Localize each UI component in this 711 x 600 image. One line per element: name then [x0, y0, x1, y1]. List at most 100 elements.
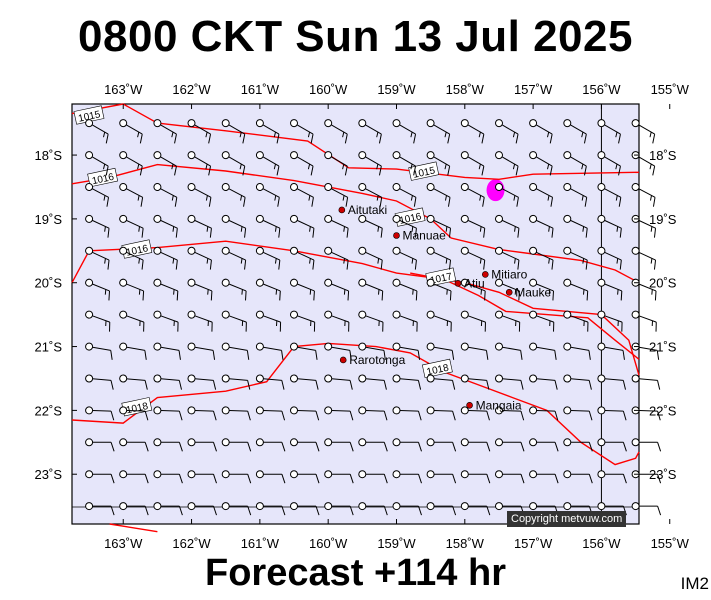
- wind-barb: [290, 183, 314, 207]
- barb-half-flag: [343, 226, 346, 232]
- barb-half-flag: [479, 258, 482, 264]
- wind-barb: [358, 502, 388, 516]
- barb-flag: [452, 380, 456, 390]
- wind-barb: [187, 278, 213, 301]
- barb-station: [529, 470, 538, 479]
- barb-half-flag: [548, 226, 550, 232]
- barb-flag: [245, 290, 247, 301]
- barb-staff: [535, 124, 553, 135]
- barb-station: [358, 438, 367, 447]
- barb-staff: [638, 124, 655, 135]
- barb-staff: [126, 283, 144, 292]
- barb-staff: [296, 188, 314, 198]
- barb-half-flag: [307, 163, 311, 170]
- barb-flag: [517, 260, 520, 270]
- wind-barb: [529, 310, 555, 332]
- barb-station: [460, 502, 469, 511]
- wind-barb: [597, 151, 621, 176]
- barb-staff: [228, 124, 246, 135]
- barb-half-flag: [650, 258, 653, 264]
- barb-flag: [315, 442, 320, 452]
- wind-barb: [358, 151, 382, 176]
- wind-barb: [221, 246, 247, 270]
- barb-flag: [588, 411, 593, 421]
- barb-flag: [174, 165, 177, 176]
- wind-barb: [597, 438, 627, 452]
- barb-station: [495, 470, 503, 479]
- barb-flag: [515, 165, 519, 176]
- barb-station: [221, 470, 230, 479]
- barb-staff: [229, 410, 248, 412]
- barb-staff: [638, 346, 658, 351]
- barb-half-flag: [548, 258, 550, 264]
- wind-barb: [187, 502, 217, 516]
- barb-flag: [281, 380, 285, 390]
- lat-label-left: 22˚S: [35, 403, 63, 418]
- barb-flag: [657, 380, 661, 390]
- barb-flag: [213, 411, 217, 421]
- barb-staff: [502, 346, 521, 351]
- barb-staff: [570, 283, 588, 292]
- barb-half-flag: [650, 226, 653, 232]
- barb-station: [529, 246, 538, 255]
- barb-station: [495, 310, 503, 319]
- wind-barb: [290, 310, 316, 332]
- barb-station: [529, 374, 538, 383]
- barb-half-flag: [172, 258, 175, 264]
- wind-barb: [255, 214, 281, 238]
- barb-station: [290, 438, 298, 447]
- barb-flag: [212, 350, 216, 360]
- barb-flag: [344, 133, 348, 144]
- wind-barb: [563, 246, 588, 270]
- barb-flag: [622, 442, 627, 452]
- barb-flag: [281, 411, 286, 421]
- barb-flag: [482, 197, 485, 207]
- barb-station: [153, 342, 162, 351]
- barb-station: [119, 278, 128, 287]
- wind-barb: [392, 470, 422, 484]
- barb-station: [255, 374, 264, 383]
- barb-staff: [604, 156, 621, 167]
- barb-station: [563, 278, 572, 287]
- isobar-label-text: 1015: [77, 109, 101, 124]
- forecast-label: Forecast +114 hr: [204, 552, 506, 594]
- barb-staff: [502, 378, 521, 381]
- wind-barb: [187, 374, 217, 390]
- barb-station: [529, 406, 538, 415]
- wind-barb: [324, 214, 349, 238]
- barb-half-flag: [103, 163, 106, 170]
- barb-station: [495, 406, 503, 415]
- barb-flag: [619, 260, 622, 270]
- barb-station: [495, 438, 503, 447]
- barb-half-flag: [103, 131, 106, 138]
- wind-barb: [529, 342, 557, 360]
- barb-staff: [263, 378, 282, 381]
- barb-flag: [349, 380, 353, 390]
- barb-flag: [653, 228, 657, 238]
- barb-station: [153, 119, 162, 128]
- barb-staff: [467, 283, 486, 292]
- barb-flag: [481, 133, 485, 144]
- barb-staff: [263, 315, 281, 323]
- wind-barb: [597, 214, 622, 238]
- wind-barb: [119, 502, 149, 516]
- barb-station: [290, 374, 298, 383]
- barb-station: [563, 151, 572, 160]
- barb-flag: [144, 474, 149, 484]
- barb-flag: [213, 505, 217, 516]
- barb-staff: [194, 156, 211, 167]
- barb-flag: [144, 442, 149, 452]
- barb-staff: [467, 156, 485, 167]
- lat-label-left: 20˚S: [35, 276, 63, 291]
- barb-staff: [296, 219, 315, 229]
- barb-half-flag: [515, 320, 517, 326]
- barb-station: [358, 406, 367, 415]
- barb-staff: [433, 188, 451, 198]
- barb-staff: [399, 346, 419, 351]
- rain-layer: [486, 179, 505, 202]
- wind-barb: [631, 438, 662, 452]
- barb-staff: [570, 124, 587, 135]
- barb-station: [290, 310, 298, 319]
- barb-station: [426, 438, 435, 447]
- barb-half-flag: [411, 258, 414, 264]
